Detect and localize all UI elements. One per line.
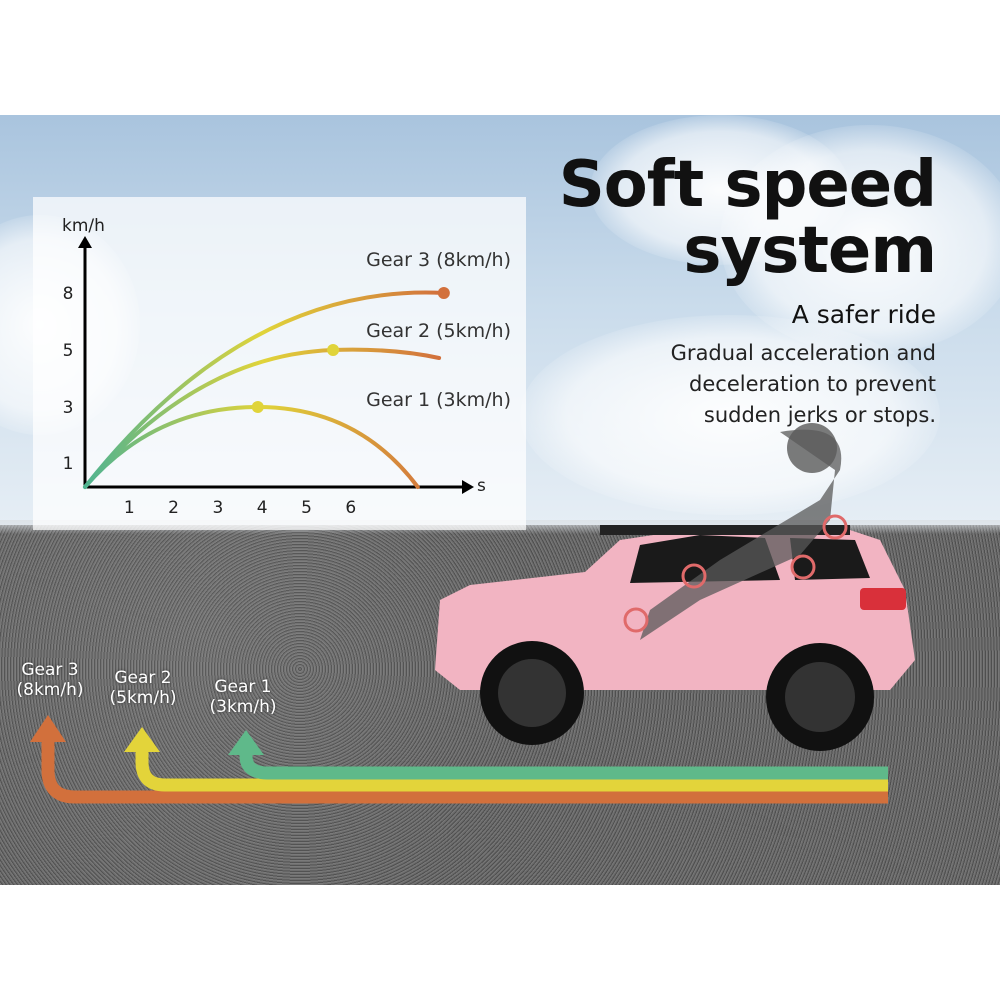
gear-speed: (3km/h): [209, 697, 277, 717]
y-tick-label: 1: [63, 454, 74, 474]
x-tick-label: 1: [124, 498, 135, 518]
gear-1-label: Gear 1 (3km/h): [198, 677, 288, 717]
description-line: sudden jerks or stops.: [703, 403, 936, 427]
series-label: Gear 3 (8km/h): [366, 249, 511, 271]
description-line: Gradual acceleration and: [670, 341, 936, 365]
x-tick-label: 6: [345, 498, 356, 518]
pink-ride-on-car: [435, 423, 915, 751]
y-tick-label: 5: [63, 341, 74, 361]
headline-line-1: Soft speed: [558, 148, 937, 222]
series-label: Gear 1 (3km/h): [366, 389, 511, 411]
gear-name: Gear 3: [21, 660, 79, 680]
gear-name: Gear 2: [114, 668, 172, 688]
chart-panel: [33, 197, 526, 530]
headline-line-2: system: [683, 214, 937, 288]
gear-speed: (5km/h): [109, 688, 177, 708]
gear-speed: (8km/h): [16, 680, 84, 700]
y-tick-label: 3: [63, 398, 74, 418]
gear-arrows: [30, 715, 888, 804]
x-tick-label: 3: [212, 498, 223, 518]
series-line: [83, 347, 442, 489]
x-tick-label: 5: [301, 498, 312, 518]
y-tick-label: 8: [63, 284, 74, 304]
subheadline: A safer ride: [791, 300, 936, 329]
y-axis-label: km/h: [62, 216, 105, 236]
series-peak-point: [327, 344, 340, 356]
y-axis-arrow: [78, 236, 92, 248]
series-peak-point: [251, 401, 264, 413]
gear-3-label: Gear 3 (8km/h): [5, 660, 95, 700]
gear-2-label: Gear 2 (5km/h): [98, 668, 188, 708]
x-axis-label: s: [477, 476, 486, 496]
x-tick-label: 2: [168, 498, 179, 518]
cloud: [520, 315, 940, 515]
series-line: [83, 290, 446, 489]
x-axis-arrow: [462, 480, 474, 494]
headline: Soft speed system: [558, 148, 937, 288]
series-label: Gear 2 (5km/h): [366, 320, 511, 342]
series-peak-point: [437, 287, 450, 299]
x-tick-label: 4: [257, 498, 268, 518]
description-line: deceleration to prevent: [689, 372, 936, 396]
gear-name: Gear 1: [214, 677, 272, 697]
description: Gradual acceleration and deceleration to…: [616, 338, 936, 431]
